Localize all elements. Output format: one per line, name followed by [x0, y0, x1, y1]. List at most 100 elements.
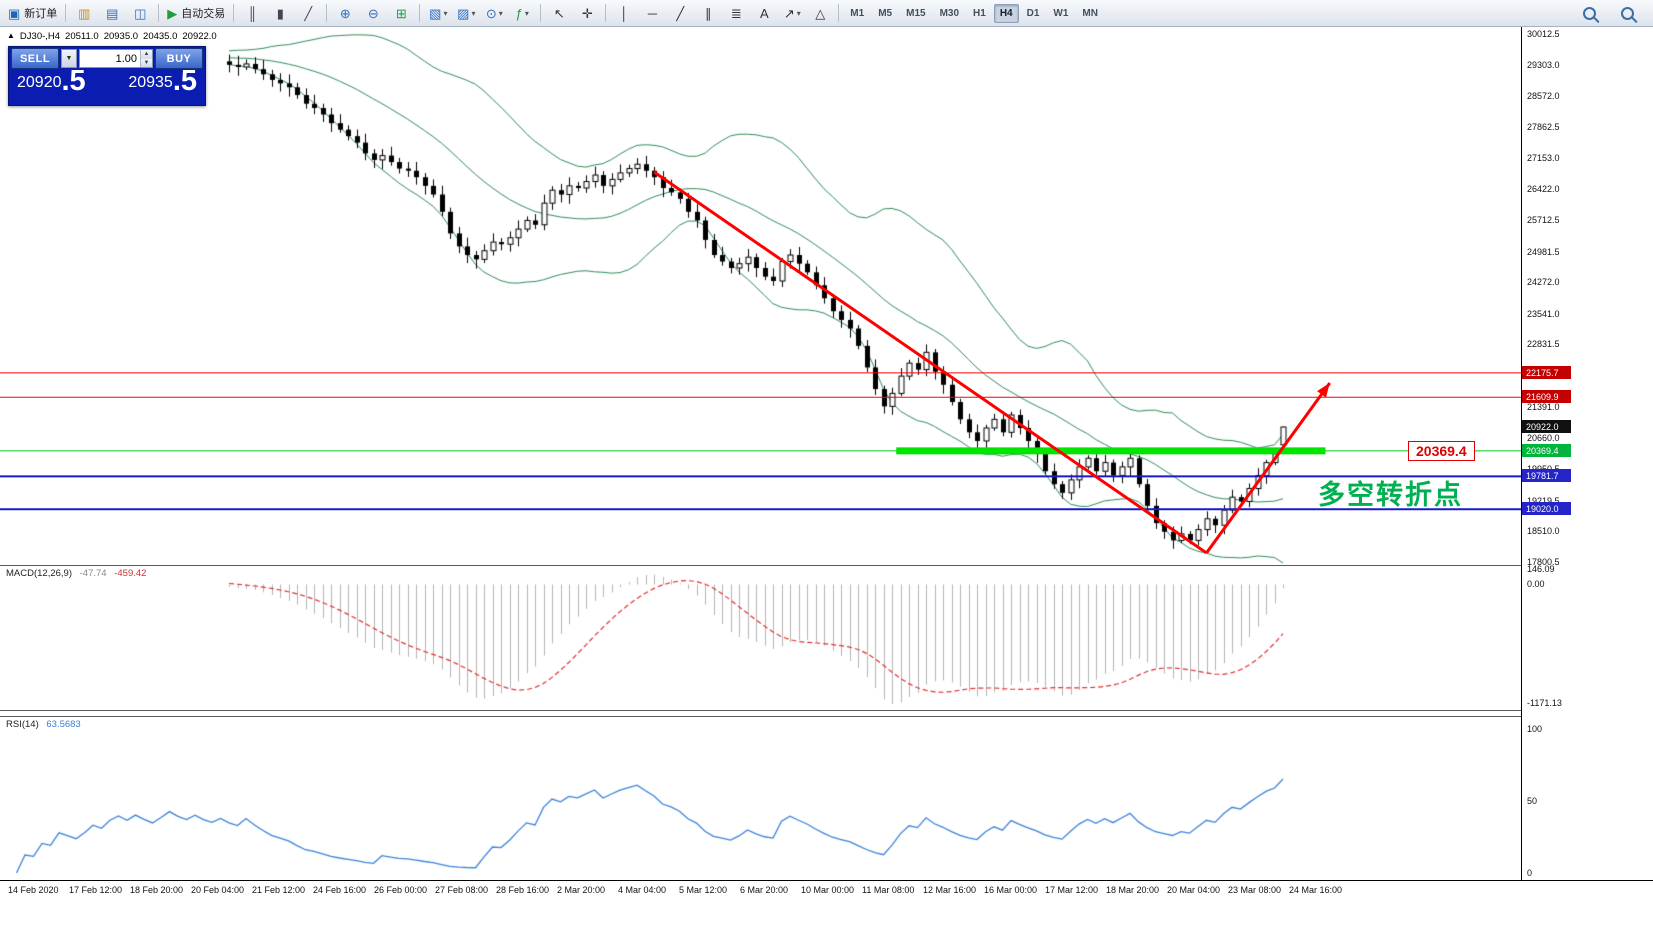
timeframe-w1[interactable]: W1: [1053, 7, 1069, 19]
timeframe-d1[interactable]: D1: [1026, 7, 1040, 19]
rsi-plot[interactable]: [0, 717, 1521, 879]
data-window-icon[interactable]: ◫: [127, 3, 153, 24]
toolbar-separator: [326, 4, 328, 22]
navigator-icon-icon: ▤: [106, 5, 119, 21]
timeframe-m15[interactable]: M15: [906, 7, 926, 19]
line-chart-type-button[interactable]: ╱: [295, 3, 321, 24]
price-tick: 24981.5: [1527, 246, 1560, 257]
rsi-name: RSI(14): [6, 719, 39, 730]
zoom-in-button[interactable]: ⊕: [332, 3, 358, 24]
price-tick: 29303.0: [1527, 59, 1560, 70]
time-axis-label: 17 Feb 12:00: [69, 885, 123, 895]
price-badge-20369.4: 20369.4: [1522, 443, 1571, 457]
timeframe-m1[interactable]: M1: [850, 7, 865, 19]
chart-plot[interactable]: [0, 27, 1521, 565]
price-tick: 26422.0: [1527, 184, 1560, 195]
time-axis-label: 21 Feb 12:00: [252, 885, 306, 895]
text-tool-icon: A: [759, 5, 769, 21]
crosshair-tool-button[interactable]: ✛: [574, 3, 600, 24]
channel-tool[interactable]: ∥: [695, 3, 721, 24]
find-symbol-icon[interactable]: [1614, 3, 1640, 24]
new-order-button[interactable]: ▣ 新订单: [5, 3, 60, 24]
crosshair-tool-button-icon: ✛: [581, 5, 593, 21]
bar-chart-type-button[interactable]: ║: [239, 3, 265, 24]
period-button[interactable]: ⊙ ▾: [481, 3, 507, 24]
profiles-button[interactable]: ▨ ▾: [453, 3, 479, 24]
autotrading-button-icon: ▶: [167, 5, 178, 21]
price-badge-21609.9: 21609.9: [1522, 390, 1571, 404]
candlestick-chart-type-button[interactable]: ▮: [267, 3, 293, 24]
horizontal-line-tool[interactable]: ─: [639, 3, 665, 24]
autotrading-button[interactable]: ▶ 自动交易: [164, 3, 228, 24]
time-axis-label: 17 Mar 12:00: [1045, 885, 1099, 895]
macd-label: MACD(12,26,9) -47.74 -459.42: [6, 568, 146, 579]
text-tool[interactable]: A: [751, 3, 777, 24]
indicators-button-dropdown-icon[interactable]: ▾: [524, 8, 529, 18]
new-chart-button[interactable]: ▧ ▾: [425, 3, 451, 24]
sell-price[interactable]: 20920 .5: [17, 66, 86, 95]
time-axis-label: 26 Feb 00:00: [374, 885, 428, 895]
sell-button[interactable]: SELL: [11, 48, 59, 69]
rsi-label: RSI(14) 63.5683: [6, 719, 81, 730]
zoom-out-button[interactable]: ⊖: [360, 3, 386, 24]
timeframe-h1[interactable]: H1: [973, 7, 986, 19]
price-tick: 27862.5: [1527, 121, 1560, 132]
indicators-button-icon: ƒ: [515, 5, 523, 21]
price-scale[interactable]: 30012.5 29303.0 28572.0 27862.5 27153.0 26422…: [1521, 27, 1653, 880]
macd-plot[interactable]: [0, 566, 1521, 711]
arrows-tool[interactable]: ↗ ▾: [779, 3, 805, 24]
volume-spinner-down-icon[interactable]: ▼: [141, 58, 152, 67]
cursor-tool-button[interactable]: ↖: [546, 3, 572, 24]
time-axis-label: 4 Mar 04:00: [618, 885, 667, 895]
period-button-dropdown-icon[interactable]: ▾: [498, 8, 503, 18]
support-level-price-label[interactable]: 20369.4: [1408, 441, 1475, 461]
arrows-tool-dropdown-icon[interactable]: ▾: [796, 8, 801, 18]
price-tick: 18510.0: [1527, 526, 1560, 537]
volume-dropdown-button[interactable]: ▼: [61, 49, 77, 68]
price-badge-20922.0: 20922.0: [1522, 420, 1571, 434]
timeframe-mn[interactable]: MN: [1082, 7, 1098, 19]
turning-point-annotation[interactable]: 多空转折点: [1318, 480, 1463, 510]
timeframe-h4[interactable]: H4: [993, 3, 1019, 23]
volume-spinner-up-icon[interactable]: ▲: [141, 50, 152, 59]
toolbar-separator: [233, 4, 235, 22]
time-axis[interactable]: 14 Feb 2020 17 Feb 12:00 18 Feb 20:00 20 Fe…: [0, 880, 1653, 949]
toolbar-separator: [605, 4, 607, 22]
fibonacci-tool[interactable]: ≣: [723, 3, 749, 24]
price-badge-19781.7: 19781.7: [1522, 469, 1571, 483]
down-trendline[interactable]: [653, 170, 1208, 555]
navigator-icon[interactable]: ▤: [99, 3, 125, 24]
new-chart-button-dropdown-icon[interactable]: ▾: [443, 8, 448, 18]
price-tick: 28572.0: [1527, 91, 1560, 102]
time-axis-label: 11 Mar 08:00: [862, 885, 915, 895]
shapes-tool[interactable]: △: [807, 3, 833, 24]
one-click-trading-panel: SELL ▼ ▲ ▼ BUY 20920 .5 20935 .5: [8, 46, 206, 106]
price-tick: 20660.0: [1527, 433, 1560, 444]
price-tick: 23541.0: [1527, 308, 1560, 319]
profiles-button-dropdown-icon[interactable]: ▾: [471, 8, 476, 18]
timeframe-m5[interactable]: M5: [878, 7, 893, 19]
zoom-in-button-icon: ⊕: [339, 5, 351, 21]
macd-name: MACD(12,26,9): [6, 568, 72, 579]
trendline-tool[interactable]: ╱: [667, 3, 693, 24]
up-trend-arrow[interactable]: [1205, 382, 1331, 554]
indicators-button[interactable]: ƒ ▾: [509, 3, 535, 24]
volume-input[interactable]: [80, 51, 140, 66]
buy-price[interactable]: 20935 .5: [128, 66, 197, 95]
macd-scale-tick: 146.09: [1527, 564, 1555, 574]
search-icon[interactable]: [1576, 3, 1602, 24]
macd-main-value: -47.74: [79, 568, 107, 579]
price-tick: 25712.5: [1527, 214, 1560, 225]
buy-button[interactable]: BUY: [155, 48, 203, 69]
timeframe-m30[interactable]: M30: [939, 7, 960, 19]
price-tick: 19219.5: [1527, 495, 1560, 506]
arrows-tool-icon: ↗: [783, 5, 795, 21]
channel-tool-icon: ∥: [705, 5, 712, 21]
tile-windows-button[interactable]: ⊞: [388, 3, 414, 24]
market-watch-icon[interactable]: ▥: [71, 3, 97, 24]
vertical-line-tool[interactable]: │: [611, 3, 637, 24]
collapse-panel-arrow-icon[interactable]: ▲: [7, 31, 15, 40]
find-symbol-icon: [1620, 6, 1634, 20]
market-watch-icon-icon: ▥: [78, 5, 91, 21]
